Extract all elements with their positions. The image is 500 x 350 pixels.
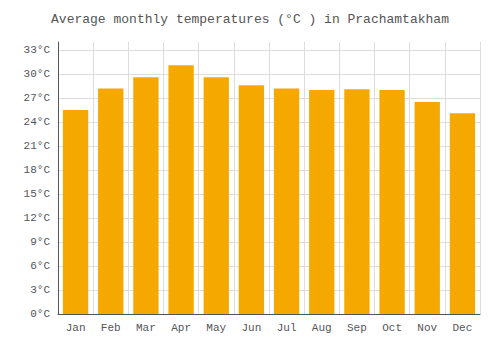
svg-text:Aug: Aug <box>312 322 332 334</box>
svg-text:18°C: 18°C <box>24 164 51 176</box>
svg-text:Jun: Jun <box>242 322 262 334</box>
svg-text:Dec: Dec <box>453 322 473 334</box>
svg-text:33°C: 33°C <box>24 44 51 56</box>
svg-text:Jan: Jan <box>66 322 86 334</box>
svg-text:Average monthly temperatures (: Average monthly temperatures (°C ) in Pr… <box>51 12 449 27</box>
svg-text:6°C: 6°C <box>30 260 50 272</box>
svg-text:30°C: 30°C <box>24 68 51 80</box>
svg-text:3°C: 3°C <box>30 284 50 296</box>
svg-text:Nov: Nov <box>417 322 437 334</box>
svg-text:Apr: Apr <box>171 322 191 334</box>
svg-text:15°C: 15°C <box>24 188 51 200</box>
svg-text:24°C: 24°C <box>24 116 51 128</box>
svg-text:Mar: Mar <box>136 322 156 334</box>
svg-text:Sep: Sep <box>347 322 367 334</box>
svg-text:Feb: Feb <box>101 322 121 334</box>
svg-text:May: May <box>206 322 226 334</box>
svg-text:12°C: 12°C <box>24 212 51 224</box>
svg-text:21°C: 21°C <box>24 140 51 152</box>
svg-text:27°C: 27°C <box>24 92 51 104</box>
svg-text:Oct: Oct <box>382 322 402 334</box>
svg-text:0°C: 0°C <box>30 308 50 320</box>
svg-text:9°C: 9°C <box>30 236 50 248</box>
svg-text:Jul: Jul <box>277 322 297 334</box>
